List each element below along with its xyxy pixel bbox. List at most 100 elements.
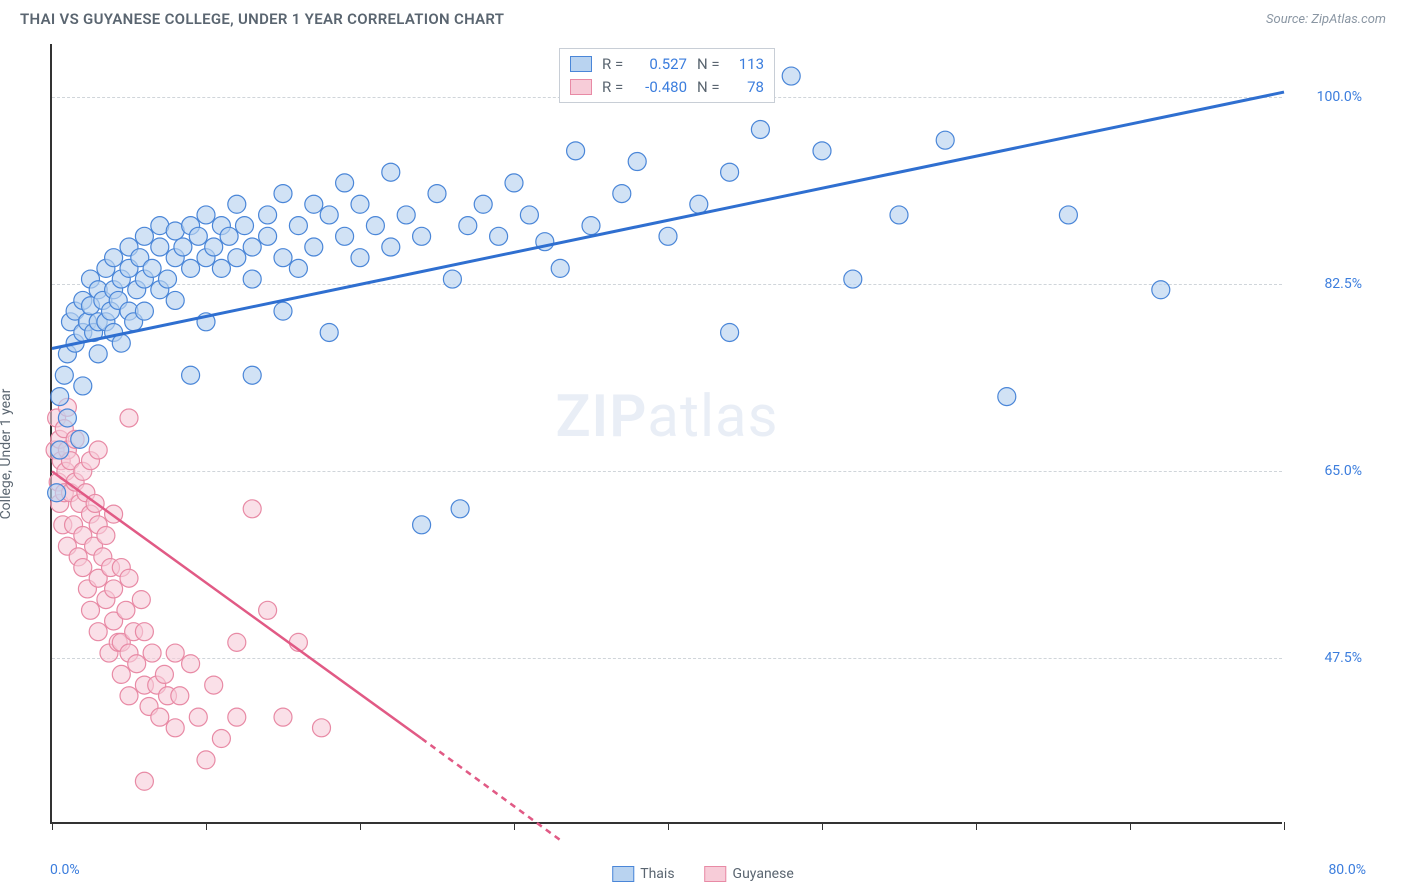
legend-item: Guyanese: [705, 866, 794, 882]
scatter-point: [155, 665, 173, 683]
legend-swatch: [705, 866, 727, 882]
scatter-point: [336, 227, 354, 245]
stat-n-value: 78: [732, 76, 764, 99]
scatter-point: [97, 527, 115, 545]
scatter-point: [721, 163, 739, 181]
scatter-point: [274, 708, 292, 726]
scatter-point: [274, 302, 292, 320]
scatter-point: [171, 687, 189, 705]
scatter-point: [320, 206, 338, 224]
scatter-point: [628, 153, 646, 171]
scatter-point: [112, 665, 130, 683]
scatter-point: [397, 206, 415, 224]
scatter-point: [305, 238, 323, 256]
scatter-point: [228, 249, 246, 267]
scatter-point: [382, 163, 400, 181]
scatter-point: [451, 500, 469, 518]
scatter-point: [751, 120, 769, 138]
scatter-point: [182, 366, 200, 384]
x-tick: [206, 822, 207, 830]
stats-legend-row: R =0.527N =113: [570, 53, 764, 76]
scatter-point: [243, 366, 261, 384]
scatter-point: [51, 388, 69, 406]
scatter-point: [844, 270, 862, 288]
scatter-point: [413, 516, 431, 534]
scatter-point: [313, 719, 331, 737]
scatter-point: [305, 195, 323, 213]
scatter-point: [135, 623, 153, 641]
scatter-point: [998, 388, 1016, 406]
x-tick: [668, 822, 669, 830]
scatter-point: [413, 227, 431, 245]
scatter-point: [613, 185, 631, 203]
scatter-point: [243, 238, 261, 256]
scatter-point: [1059, 206, 1077, 224]
scatter-point: [320, 323, 338, 341]
scatter-point: [105, 249, 123, 267]
scatter-point: [166, 719, 184, 737]
scatter-point: [220, 227, 238, 245]
scatter-point: [74, 377, 92, 395]
scatter-point: [212, 259, 230, 277]
stat-r-value: 0.527: [637, 53, 687, 76]
source-text: Source: ZipAtlas.com: [1266, 12, 1386, 27]
y-tick-label: 82.5%: [1292, 276, 1362, 292]
scatter-point: [189, 708, 207, 726]
scatter-point: [289, 259, 307, 277]
scatter-point: [205, 676, 223, 694]
scatter-point: [71, 430, 89, 448]
scatter-point: [55, 366, 73, 384]
scatter-point: [74, 559, 92, 577]
scatter-point: [182, 655, 200, 673]
scatter-point: [382, 238, 400, 256]
scatter-point: [443, 270, 461, 288]
x-tick: [822, 822, 823, 830]
x-tick: [514, 822, 515, 830]
scatter-point: [120, 569, 138, 587]
stat-n-label: N =: [697, 53, 722, 76]
legend-label: Guyanese: [733, 866, 794, 882]
scatter-point: [135, 772, 153, 790]
stat-r-label: R =: [602, 76, 627, 99]
scatter-point: [505, 174, 523, 192]
scatter-point: [132, 591, 150, 609]
scatter-point: [135, 227, 153, 245]
scatter-point: [259, 227, 277, 245]
stat-r-value: -0.480: [637, 76, 687, 99]
x-tick: [1284, 822, 1285, 830]
scatter-point: [582, 217, 600, 235]
stat-n-label: N =: [697, 76, 722, 99]
y-axis-label: College, Under 1 year: [0, 389, 14, 520]
scatter-point: [459, 217, 477, 235]
scatter-point: [48, 484, 66, 502]
bottom-legend: ThaisGuyanese: [612, 866, 794, 882]
scatter-point: [166, 644, 184, 662]
stat-n-value: 113: [732, 53, 764, 76]
scatter-point: [351, 195, 369, 213]
scatter-point: [259, 206, 277, 224]
stats-legend-row: R = -0.480 N = 78: [570, 76, 764, 99]
scatter-point: [351, 249, 369, 267]
stats-legend-box: R = 0.527 N = 113R = -0.480 N = 78: [559, 48, 775, 103]
chart-plot-area: ZIPatlas R =0.527N =113R =-0.480N =78 10…: [50, 44, 1282, 824]
legend-swatch: [612, 866, 634, 882]
scatter-point: [474, 195, 492, 213]
scatter-point: [159, 270, 177, 288]
legend-swatch: [570, 56, 592, 72]
scatter-point: [197, 206, 215, 224]
scatter-point: [120, 687, 138, 705]
y-tick-label: 100.0%: [1292, 89, 1362, 105]
scatter-point: [182, 259, 200, 277]
scatter-point: [174, 238, 192, 256]
scatter-point: [58, 409, 76, 427]
scatter-point: [782, 67, 800, 85]
scatter-point: [366, 217, 384, 235]
scatter-point: [151, 238, 169, 256]
scatter-point: [490, 227, 508, 245]
scatter-point: [567, 142, 585, 160]
scatter-point: [89, 623, 107, 641]
x-axis-min-label: 0.0%: [50, 862, 80, 878]
scatter-point: [105, 580, 123, 598]
scatter-point: [228, 708, 246, 726]
scatter-point: [721, 323, 739, 341]
